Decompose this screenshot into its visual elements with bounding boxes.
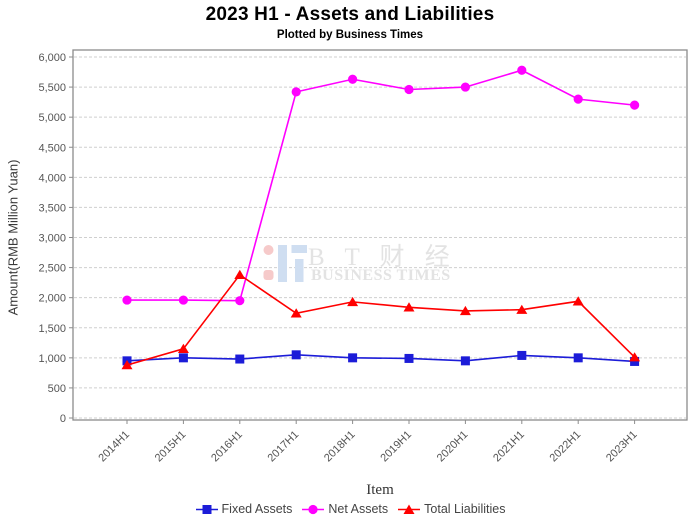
svg-text:2022H1: 2022H1: [548, 429, 584, 465]
legend-item-fixed-assets: Fixed Assets: [195, 502, 293, 516]
svg-text:2023H1: 2023H1: [604, 429, 640, 465]
svg-text:3,500: 3,500: [38, 202, 66, 214]
svg-text:2019H1: 2019H1: [378, 429, 414, 465]
svg-text:2015H1: 2015H1: [153, 429, 189, 465]
svg-text:2021H1: 2021H1: [491, 429, 527, 465]
svg-text:2,500: 2,500: [38, 263, 66, 275]
watermark-logo-text: B T 财 经: [308, 244, 457, 271]
legend-label: Fixed Assets: [221, 502, 293, 516]
watermark-subtext: BUSINESS TIMES: [311, 267, 451, 284]
chart-title: 2023 H1 - Assets and Liabilities: [205, 4, 495, 25]
fixed-assets-marker-icon: [195, 503, 219, 516]
total-liabilities-marker-icon: [397, 503, 421, 516]
svg-text:5,000: 5,000: [38, 112, 66, 124]
svg-text:1,000: 1,000: [38, 353, 66, 365]
net-assets-marker-icon: [301, 503, 325, 516]
svg-text:500: 500: [48, 383, 66, 395]
svg-text:1,500: 1,500: [38, 323, 66, 335]
svg-text:2017H1: 2017H1: [266, 429, 302, 465]
svg-text:2014H1: 2014H1: [96, 429, 132, 465]
svg-text:2,000: 2,000: [38, 293, 66, 305]
svg-text:4,000: 4,000: [38, 172, 66, 184]
svg-text:0: 0: [60, 413, 66, 425]
svg-text:2020H1: 2020H1: [435, 429, 471, 465]
legend: Fixed Assets Net Assets Total Liabilitie…: [0, 500, 700, 518]
svg-text:6,000: 6,000: [38, 52, 66, 64]
svg-text:5,500: 5,500: [38, 82, 66, 94]
legend-label: Net Assets: [328, 502, 389, 516]
svg-text:2018H1: 2018H1: [322, 429, 358, 465]
bt-businesstimes-logo-icon: [263, 245, 307, 282]
x-axis-title: Item: [366, 482, 394, 498]
legend-label: Total Liabilities: [424, 502, 506, 516]
chart-subtitle: Plotted by Business Times: [276, 29, 424, 41]
svg-text:4,500: 4,500: [38, 142, 66, 154]
legend-item-net-assets: Net Assets: [301, 502, 388, 516]
svg-text:2016H1: 2016H1: [209, 429, 245, 465]
legend-item-total-liabilities: Total Liabilities: [397, 502, 505, 516]
svg-text:3,000: 3,000: [38, 233, 66, 245]
y-axis-title: Amount(RMB Million Yuan): [5, 159, 21, 316]
